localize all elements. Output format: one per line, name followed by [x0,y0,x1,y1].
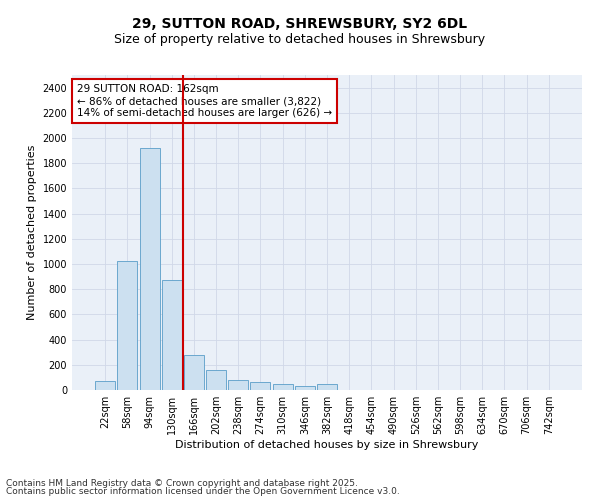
Bar [317,384,337,390]
Bar [184,354,204,390]
Bar [272,384,293,390]
Bar [118,262,137,390]
Y-axis label: Number of detached properties: Number of detached properties [27,145,37,320]
Text: Contains HM Land Registry data © Crown copyright and database right 2025.: Contains HM Land Registry data © Crown c… [6,478,358,488]
Bar [228,380,248,390]
Text: Contains public sector information licensed under the Open Government Licence v3: Contains public sector information licen… [6,487,400,496]
Text: Size of property relative to detached houses in Shrewsbury: Size of property relative to detached ho… [115,32,485,46]
Bar [206,370,226,390]
Text: 29, SUTTON ROAD, SHREWSBURY, SY2 6DL: 29, SUTTON ROAD, SHREWSBURY, SY2 6DL [133,18,467,32]
Bar [250,382,271,390]
Bar [95,380,115,390]
Text: 29 SUTTON ROAD: 162sqm
← 86% of detached houses are smaller (3,822)
14% of semi-: 29 SUTTON ROAD: 162sqm ← 86% of detached… [77,84,332,117]
X-axis label: Distribution of detached houses by size in Shrewsbury: Distribution of detached houses by size … [175,440,479,450]
Bar [162,280,182,390]
Bar [140,148,160,390]
Bar [295,386,315,390]
